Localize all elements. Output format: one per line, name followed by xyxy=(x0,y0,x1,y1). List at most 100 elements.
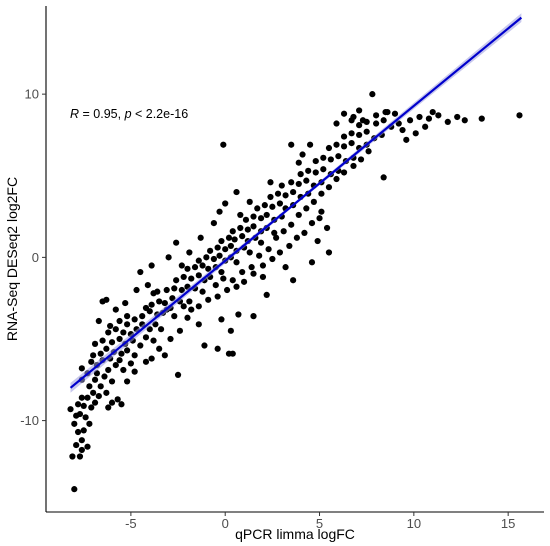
data-point xyxy=(69,453,76,460)
data-point xyxy=(325,249,333,256)
data-point xyxy=(171,285,178,292)
data-point xyxy=(295,180,302,188)
data-point xyxy=(286,242,293,250)
x-tick-label: 0 xyxy=(222,516,229,531)
data-point xyxy=(178,286,185,294)
data-point xyxy=(454,113,461,121)
data-point xyxy=(80,427,87,434)
data-point xyxy=(227,327,234,334)
data-point xyxy=(199,288,206,295)
data-point xyxy=(156,345,163,352)
data-point xyxy=(310,198,317,205)
data-point xyxy=(210,255,217,263)
data-point xyxy=(325,184,333,191)
data-point xyxy=(101,373,108,380)
data-point xyxy=(105,404,112,411)
data-point xyxy=(244,226,251,233)
data-point xyxy=(73,441,80,449)
data-point xyxy=(308,259,316,266)
data-point xyxy=(148,301,155,308)
data-point xyxy=(348,140,355,147)
data-point xyxy=(239,233,246,240)
data-point xyxy=(218,237,225,245)
data-point xyxy=(91,340,99,347)
data-point xyxy=(195,257,202,264)
data-point xyxy=(95,317,102,325)
data-point xyxy=(203,254,210,261)
data-point xyxy=(271,229,278,236)
data-point xyxy=(91,376,99,383)
data-point xyxy=(86,420,93,427)
data-point xyxy=(290,277,297,284)
data-point xyxy=(78,437,85,444)
data-point xyxy=(214,345,221,352)
data-point xyxy=(120,366,127,374)
data-point xyxy=(84,443,91,450)
data-point xyxy=(78,446,85,454)
data-point xyxy=(308,219,316,227)
data-point xyxy=(124,347,131,354)
data-point xyxy=(184,314,191,321)
p-symbol: p xyxy=(124,107,132,121)
data-point xyxy=(325,144,333,152)
data-point xyxy=(84,394,91,401)
data-point xyxy=(237,211,244,219)
data-point xyxy=(356,131,363,139)
data-point xyxy=(137,268,144,276)
data-point xyxy=(265,246,272,253)
data-point xyxy=(188,306,195,313)
data-point xyxy=(391,110,399,117)
data-point xyxy=(267,179,274,186)
data-point xyxy=(118,350,125,357)
data-point xyxy=(150,290,157,297)
data-point xyxy=(231,236,238,243)
data-point xyxy=(267,193,274,201)
data-point xyxy=(250,223,257,230)
data-point xyxy=(323,224,331,232)
points-layer xyxy=(67,91,523,493)
data-point xyxy=(222,200,229,207)
r-symbol: R xyxy=(70,107,79,121)
data-point xyxy=(340,143,348,150)
data-point xyxy=(165,254,172,261)
data-point xyxy=(269,203,276,210)
data-point xyxy=(180,273,187,281)
data-point xyxy=(250,213,257,220)
data-point xyxy=(116,335,123,343)
data-point xyxy=(163,286,170,294)
data-point xyxy=(112,361,119,369)
data-point xyxy=(359,117,367,124)
data-point xyxy=(406,117,414,124)
y-tick-label: 0 xyxy=(32,250,39,265)
data-point xyxy=(103,389,110,396)
data-point xyxy=(133,286,140,294)
data-point xyxy=(373,112,380,119)
data-point xyxy=(142,304,150,312)
data-point xyxy=(229,277,236,284)
data-point xyxy=(235,311,242,318)
data-point xyxy=(220,275,227,282)
data-point xyxy=(295,211,302,219)
data-point xyxy=(103,296,110,303)
data-point xyxy=(263,291,270,299)
data-point xyxy=(333,141,340,148)
data-point xyxy=(184,265,191,272)
data-point xyxy=(205,296,212,303)
data-point xyxy=(297,171,304,178)
x-tick-label: 5 xyxy=(316,516,323,531)
data-point xyxy=(76,453,84,460)
data-point xyxy=(78,365,85,372)
data-point xyxy=(86,383,93,390)
data-point xyxy=(240,278,248,285)
data-point xyxy=(259,273,267,281)
data-point xyxy=(295,159,302,166)
data-point xyxy=(105,329,112,336)
data-point xyxy=(142,358,150,365)
data-point xyxy=(214,293,221,300)
data-point xyxy=(422,123,429,130)
data-point xyxy=(156,298,163,305)
data-point xyxy=(137,342,144,349)
data-point xyxy=(348,130,355,137)
data-point xyxy=(124,313,131,320)
data-point xyxy=(256,252,263,259)
